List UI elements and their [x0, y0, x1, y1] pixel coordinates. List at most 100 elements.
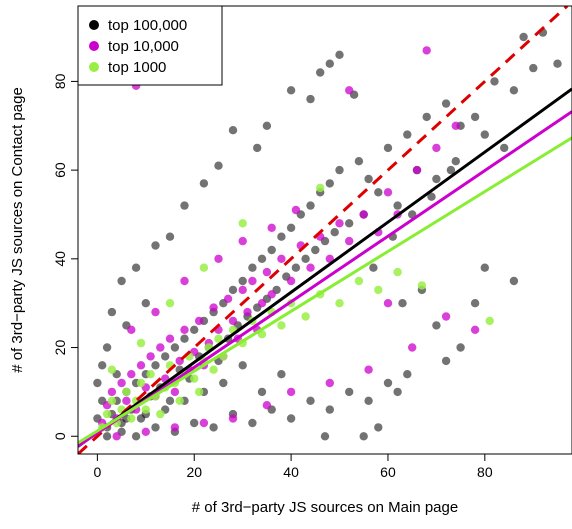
- legend-label-top-1000: top 1000: [108, 59, 166, 76]
- point-top-100-000-67: [509, 86, 519, 95]
- point-top-1000-8: [136, 378, 146, 388]
- point-top-100-000-36: [277, 232, 286, 241]
- point-top-1000-1: [102, 409, 112, 419]
- point-top-100-000-10: [151, 361, 160, 370]
- point-top-100-000-72: [480, 263, 489, 272]
- point-top-10-000-66: [325, 378, 334, 388]
- point-top-1000-42: [238, 219, 247, 228]
- point-top-10-000-37: [286, 276, 296, 286]
- point-top-10-000-42: [335, 219, 344, 228]
- point-top-10-000-34: [262, 267, 272, 277]
- point-top-10-000-31: [248, 276, 257, 286]
- point-top-10-000-63: [470, 325, 480, 334]
- point-top-100-000-12: [161, 352, 170, 361]
- point-top-1000-19: [190, 374, 199, 383]
- point-top-10-000-44: [359, 210, 368, 219]
- legend-marker-top-1000: [89, 62, 99, 72]
- point-top-100-000-68: [519, 32, 528, 42]
- y-tick-label-0: 0: [52, 432, 68, 440]
- point-top-10-000-4: [117, 378, 126, 388]
- point-top-100-000-121: [403, 370, 412, 379]
- point-top-100-000-58: [422, 112, 431, 122]
- point-top-100-000-64: [480, 130, 489, 139]
- point-top-100-000-89: [214, 161, 223, 170]
- point-top-10-000-69: [228, 414, 238, 423]
- legend: top 100,000 top 10,000 top 1000: [77, 5, 223, 86]
- reference-lines: [78, 6, 572, 454]
- point-top-1000-35: [335, 299, 344, 308]
- point-top-1000-36: [354, 276, 364, 286]
- line-fit-top-100-000: [78, 87, 572, 448]
- point-top-100-000-32: [257, 254, 267, 263]
- point-top-100-000-91: [180, 201, 189, 210]
- point-top-100-000-117: [325, 405, 334, 414]
- plot-frame: [77, 5, 572, 455]
- point-top-10-000-56: [214, 254, 223, 263]
- point-top-10-000-15: [170, 387, 180, 397]
- point-top-10-000-53: [291, 205, 301, 215]
- y-tick-label-3: 60: [52, 162, 68, 178]
- point-top-10-000-64: [408, 343, 417, 352]
- y-tick-label-4: 80: [52, 73, 68, 89]
- point-top-10-000-71: [170, 423, 180, 432]
- point-top-10-000-61: [441, 312, 451, 321]
- legend-marker-top-100000: [89, 20, 99, 30]
- point-top-100-000-115: [286, 414, 296, 423]
- point-top-100-000-55: [393, 201, 402, 210]
- point-top-1000-9: [141, 405, 150, 414]
- point-top-10-000-12: [156, 343, 165, 352]
- point-top-100-000-131: [277, 370, 286, 379]
- point-top-10-000-73: [112, 432, 121, 441]
- point-top-10-000-33: [257, 299, 267, 308]
- point-top-1000-10: [146, 370, 155, 379]
- point-top-100-000-69: [529, 63, 538, 73]
- point-top-100-000-128: [427, 192, 436, 201]
- point-top-10-000-39: [306, 263, 315, 272]
- point-top-10-000-6: [127, 370, 136, 379]
- point-top-100-000-28: [238, 276, 247, 286]
- point-top-100-000-71: [553, 59, 562, 68]
- x-tick-label-4: 80: [477, 464, 493, 480]
- x-tick-label-3: 60: [380, 464, 396, 480]
- point-top-10-000-51: [422, 46, 431, 55]
- y-axis-label: # of 3rd−party JS sources on Contact pag…: [9, 87, 26, 373]
- point-top-100-000-18: [190, 325, 199, 334]
- point-top-100-000-97: [107, 307, 117, 317]
- point-top-100-000-77: [393, 387, 402, 397]
- point-top-1000-23: [209, 365, 218, 374]
- point-top-10-000-68: [262, 401, 272, 410]
- point-top-100-000-116: [306, 396, 315, 405]
- point-top-100-000-123: [398, 299, 407, 308]
- point-top-10-000-43: [345, 236, 354, 246]
- line-fit-top-10-000: [78, 110, 572, 448]
- y-tick-label-1: 20: [52, 340, 68, 356]
- point-top-1000-43: [199, 263, 209, 272]
- point-top-100-000-95: [117, 276, 126, 286]
- point-top-100-000-43: [311, 245, 320, 255]
- point-top-100-000-30: [248, 263, 257, 272]
- point-top-100-000-96: [141, 299, 150, 308]
- point-top-10-000-67: [286, 387, 296, 397]
- line-y-x: [78, 6, 569, 454]
- point-top-100-000-108: [151, 423, 160, 432]
- point-top-100-000-83: [316, 68, 325, 77]
- point-top-100-000-73: [470, 299, 480, 308]
- point-top-10-000-8: [136, 361, 146, 370]
- point-top-100-000-34: [267, 245, 276, 255]
- point-top-1000-46: [107, 365, 117, 374]
- point-top-100-000-99: [102, 343, 112, 352]
- point-top-100-000-105: [102, 432, 112, 441]
- legend-label-top-100000: top 100,000: [108, 17, 187, 34]
- x-tick-label-1: 20: [186, 464, 202, 480]
- point-top-100-000-53: [374, 188, 383, 197]
- point-top-100-000-79: [374, 423, 383, 432]
- point-top-1000-20: [194, 387, 204, 397]
- point-top-100-000-26: [228, 285, 238, 295]
- point-top-100-000-133: [238, 361, 247, 370]
- point-top-10-000-50: [451, 121, 460, 130]
- point-top-100-000-48: [335, 165, 344, 175]
- point-top-1000-40: [485, 316, 494, 326]
- plot-marks: [93, 28, 562, 441]
- point-top-100-000-49: [345, 219, 354, 228]
- y-axis: 0 20 40 60 80: [52, 73, 78, 440]
